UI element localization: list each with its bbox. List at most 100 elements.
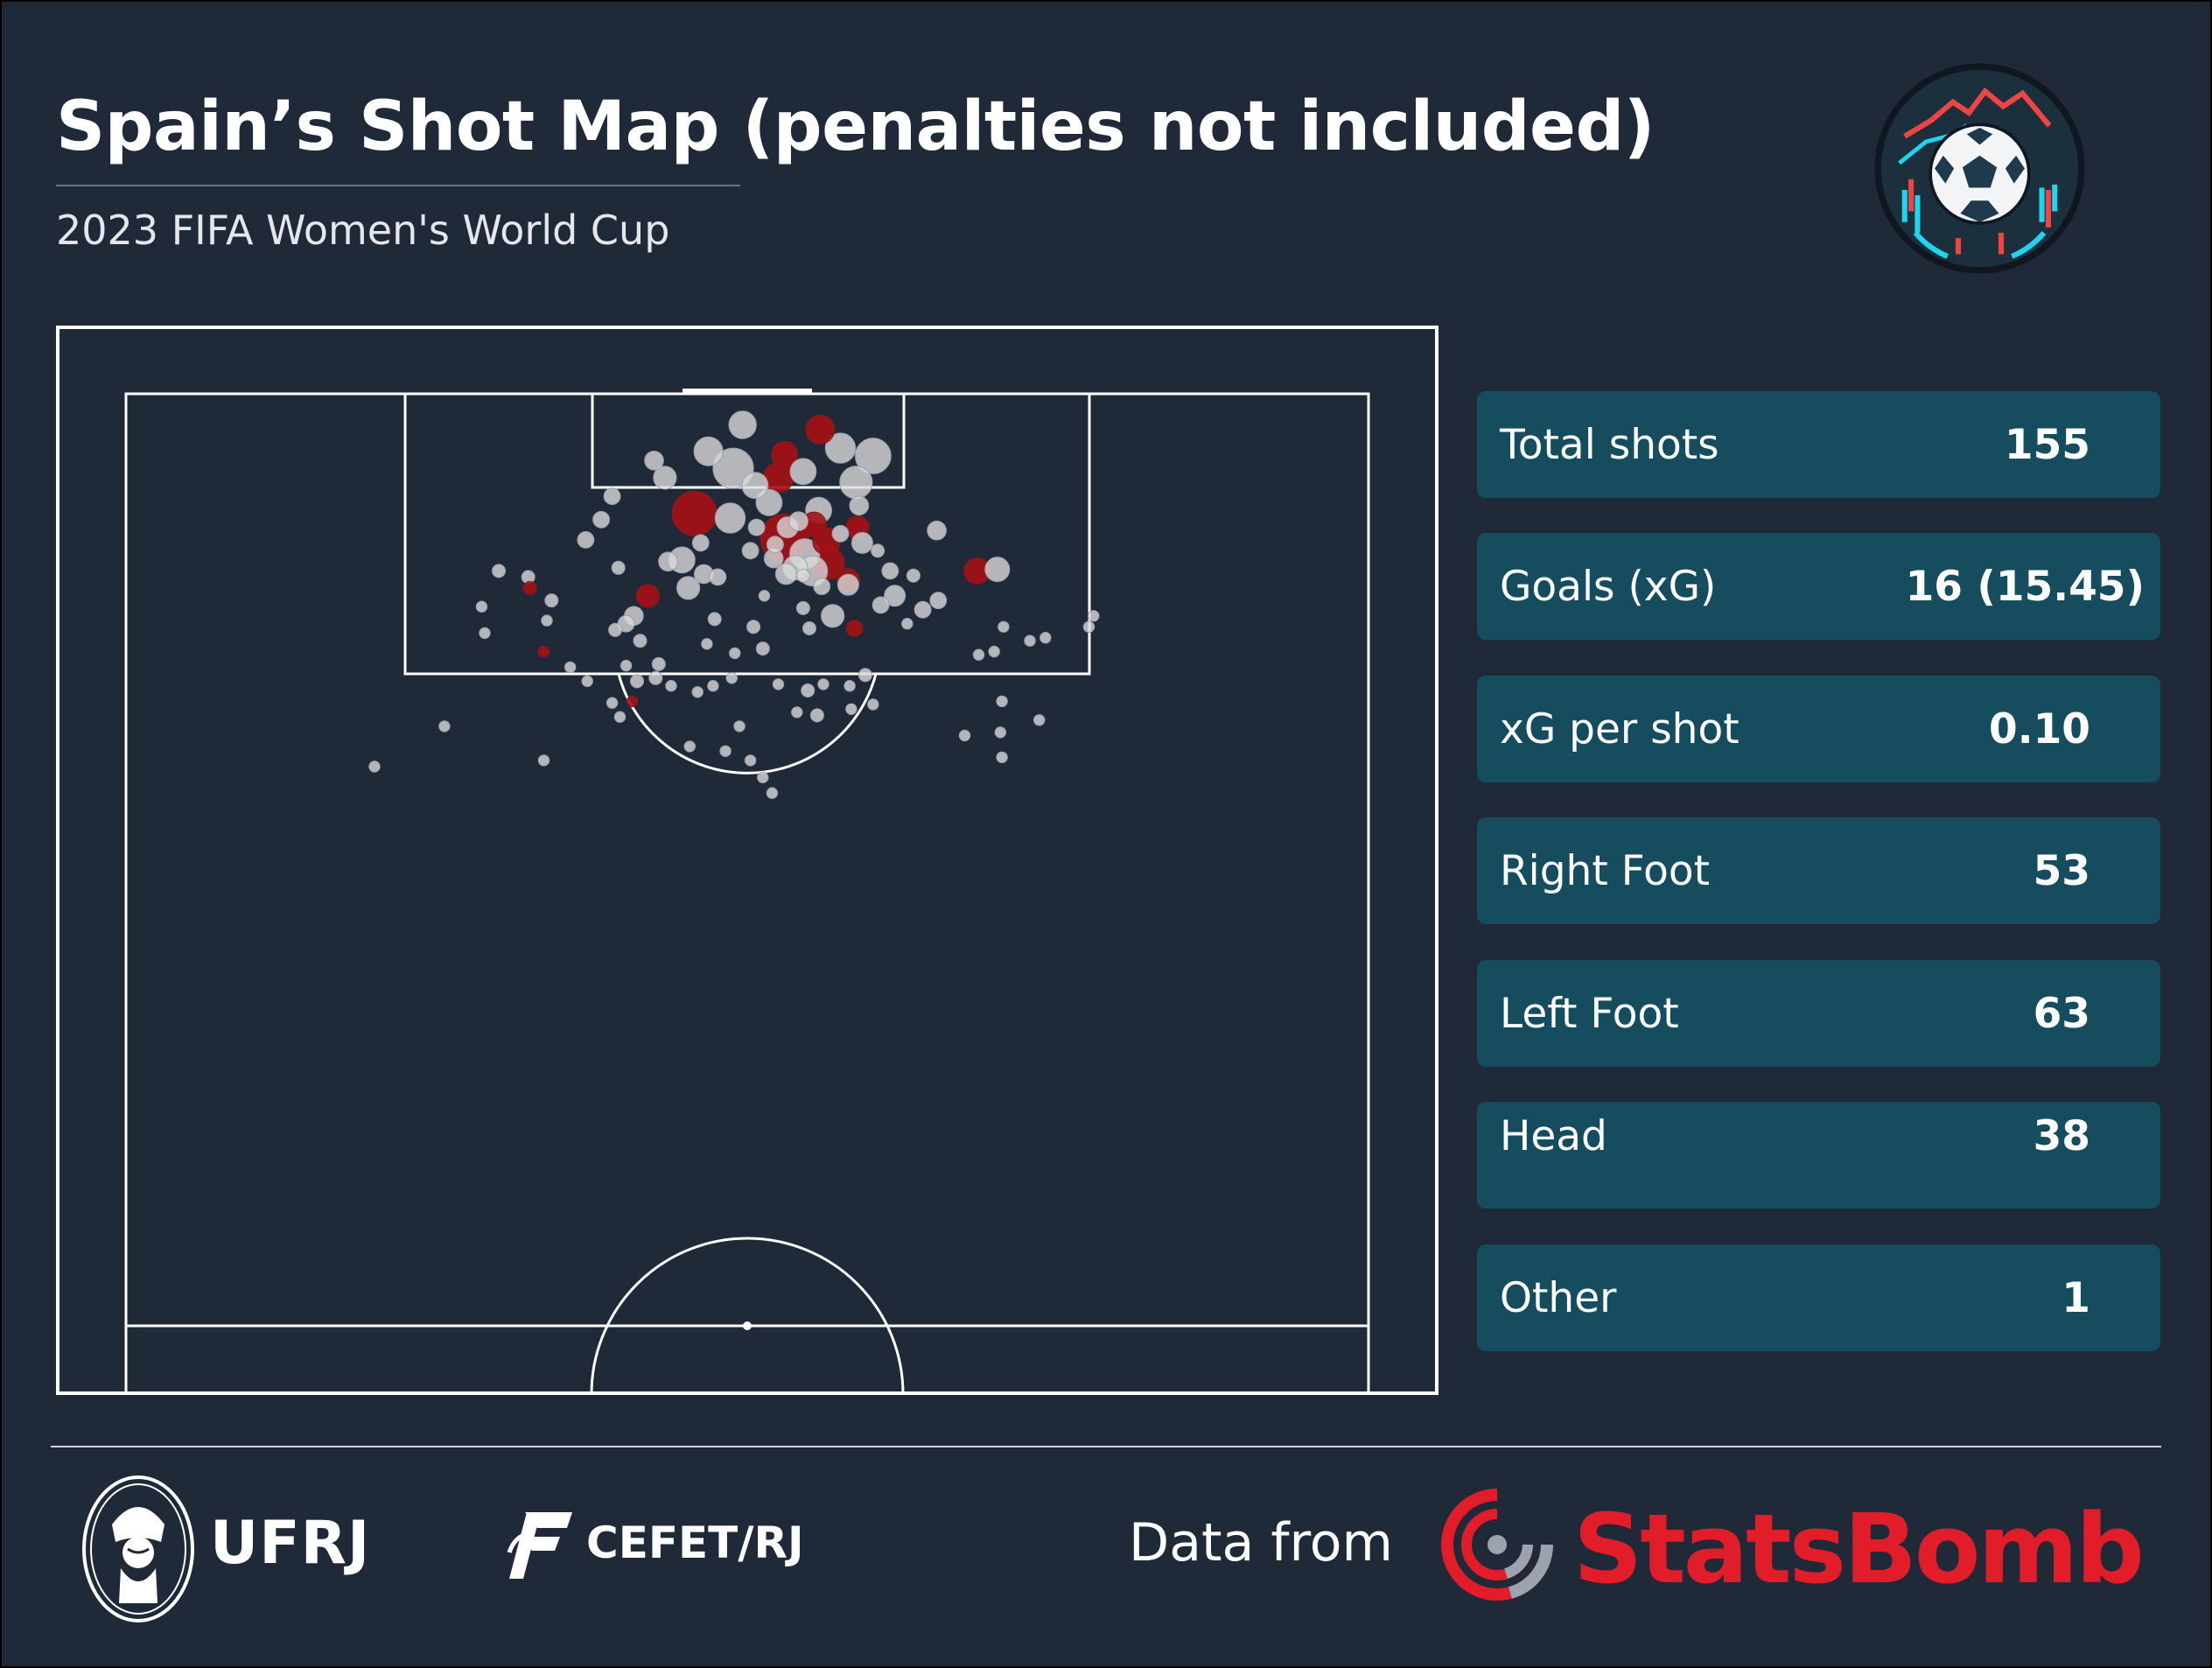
shot-point [988, 645, 1000, 658]
shot-point [758, 590, 771, 602]
shot-point [1033, 714, 1046, 726]
stat-head: Head 38 [1477, 1102, 2160, 1209]
shot-point [701, 638, 713, 650]
shot-map-chart [56, 326, 1438, 1395]
shot-point [492, 564, 506, 578]
stat-goals-xg: Goals (xG) 16 (15.45) [1477, 533, 2160, 640]
shot-point [872, 596, 890, 614]
shot-point [996, 751, 1008, 764]
shot-point [544, 593, 559, 608]
shot-point [789, 458, 817, 486]
shot-point-goal [635, 584, 661, 608]
shot-point [744, 754, 757, 767]
shot-point [813, 578, 831, 596]
shot-point [927, 520, 947, 541]
shot-point [608, 622, 623, 637]
shot-point [475, 600, 488, 613]
shot-point-goal [671, 490, 718, 536]
data-source-label: Data from [1129, 1512, 1393, 1573]
shot-point [757, 771, 769, 784]
shot-point [725, 672, 738, 684]
shot-point [676, 576, 701, 600]
shot-point [683, 740, 696, 753]
stat-xg-per-shot: xG per shot 0.10 [1477, 676, 2160, 782]
shot-point [972, 648, 985, 661]
shot-point [733, 720, 746, 732]
shot-point [914, 600, 932, 619]
stat-label: Total shots [1500, 420, 1719, 469]
shot-point [714, 502, 746, 534]
stat-other: Other 1 [1477, 1244, 2160, 1351]
shot-point-goal [845, 620, 864, 637]
shot-point [849, 495, 870, 516]
shot-point [581, 675, 593, 688]
center-spot [743, 1321, 752, 1330]
stat-value: 1 [2062, 1273, 2090, 1322]
shot-point [707, 680, 719, 692]
shot-point [994, 726, 1007, 739]
shot-point-goal [771, 440, 798, 468]
stat-label: Goals (xG) [1500, 562, 1717, 611]
shot-point [802, 621, 816, 635]
shot-point [577, 531, 595, 549]
shot-point [817, 678, 830, 690]
ufrj-crest-icon [82, 1475, 194, 1622]
shot-point [998, 620, 1010, 633]
stat-value: 53 [2033, 846, 2090, 895]
shot-point [821, 604, 845, 628]
shot-point-goal [626, 695, 639, 708]
shot-point [712, 447, 754, 489]
shot-point [996, 695, 1008, 708]
shot-point [438, 720, 451, 732]
shot-point [845, 703, 858, 715]
ufrj-label: UFRJ [210, 1509, 371, 1578]
shot-point [791, 706, 803, 718]
shot-point [368, 760, 381, 773]
shot-point [824, 432, 857, 464]
shot-point [772, 678, 785, 690]
shot-point [858, 668, 872, 683]
shot-point [766, 787, 779, 799]
page-subtitle: 2023 FIFA Women's World Cup [56, 207, 670, 254]
shot-point [606, 697, 619, 709]
stat-left-foot: Left Foot 63 [1477, 960, 2160, 1067]
shot-point [648, 670, 663, 685]
shot-point [1024, 634, 1036, 647]
shot-point [691, 686, 704, 698]
shot-point [728, 410, 757, 439]
shot-point-goal [805, 414, 836, 445]
shot-point [1040, 632, 1052, 644]
shot-point [633, 634, 648, 648]
shot-point [906, 568, 920, 583]
shot-point [741, 472, 769, 500]
shot-point [801, 683, 816, 697]
stat-value: 155 [2004, 420, 2090, 469]
shot-point [788, 511, 808, 531]
shot-point [809, 708, 824, 723]
shot-point [1082, 620, 1096, 633]
football-chart-logo-icon [1874, 63, 2085, 274]
shot-point [592, 510, 610, 529]
shot-point [746, 620, 761, 634]
shot-point [693, 436, 724, 466]
shot-point-goal [537, 645, 550, 658]
shot-point [881, 562, 900, 580]
shot-point [795, 600, 810, 615]
shot-point [871, 543, 886, 558]
stat-label: Right Foot [1500, 846, 1711, 895]
stat-label: Head [1500, 1112, 1607, 1160]
shot-point [854, 438, 892, 474]
shot-point [691, 534, 710, 552]
shot-point [958, 729, 971, 742]
shot-point [665, 680, 677, 692]
shot-point [741, 542, 760, 560]
shot-point [831, 524, 850, 543]
stat-total-shots: Total shots 155 [1477, 391, 2160, 498]
shot-point [984, 557, 1011, 583]
shot-point [709, 568, 727, 586]
stat-value: 0.10 [1989, 704, 2090, 753]
shot-point [729, 647, 741, 660]
stat-value: 63 [2033, 989, 2090, 1038]
shot-point [644, 451, 664, 471]
